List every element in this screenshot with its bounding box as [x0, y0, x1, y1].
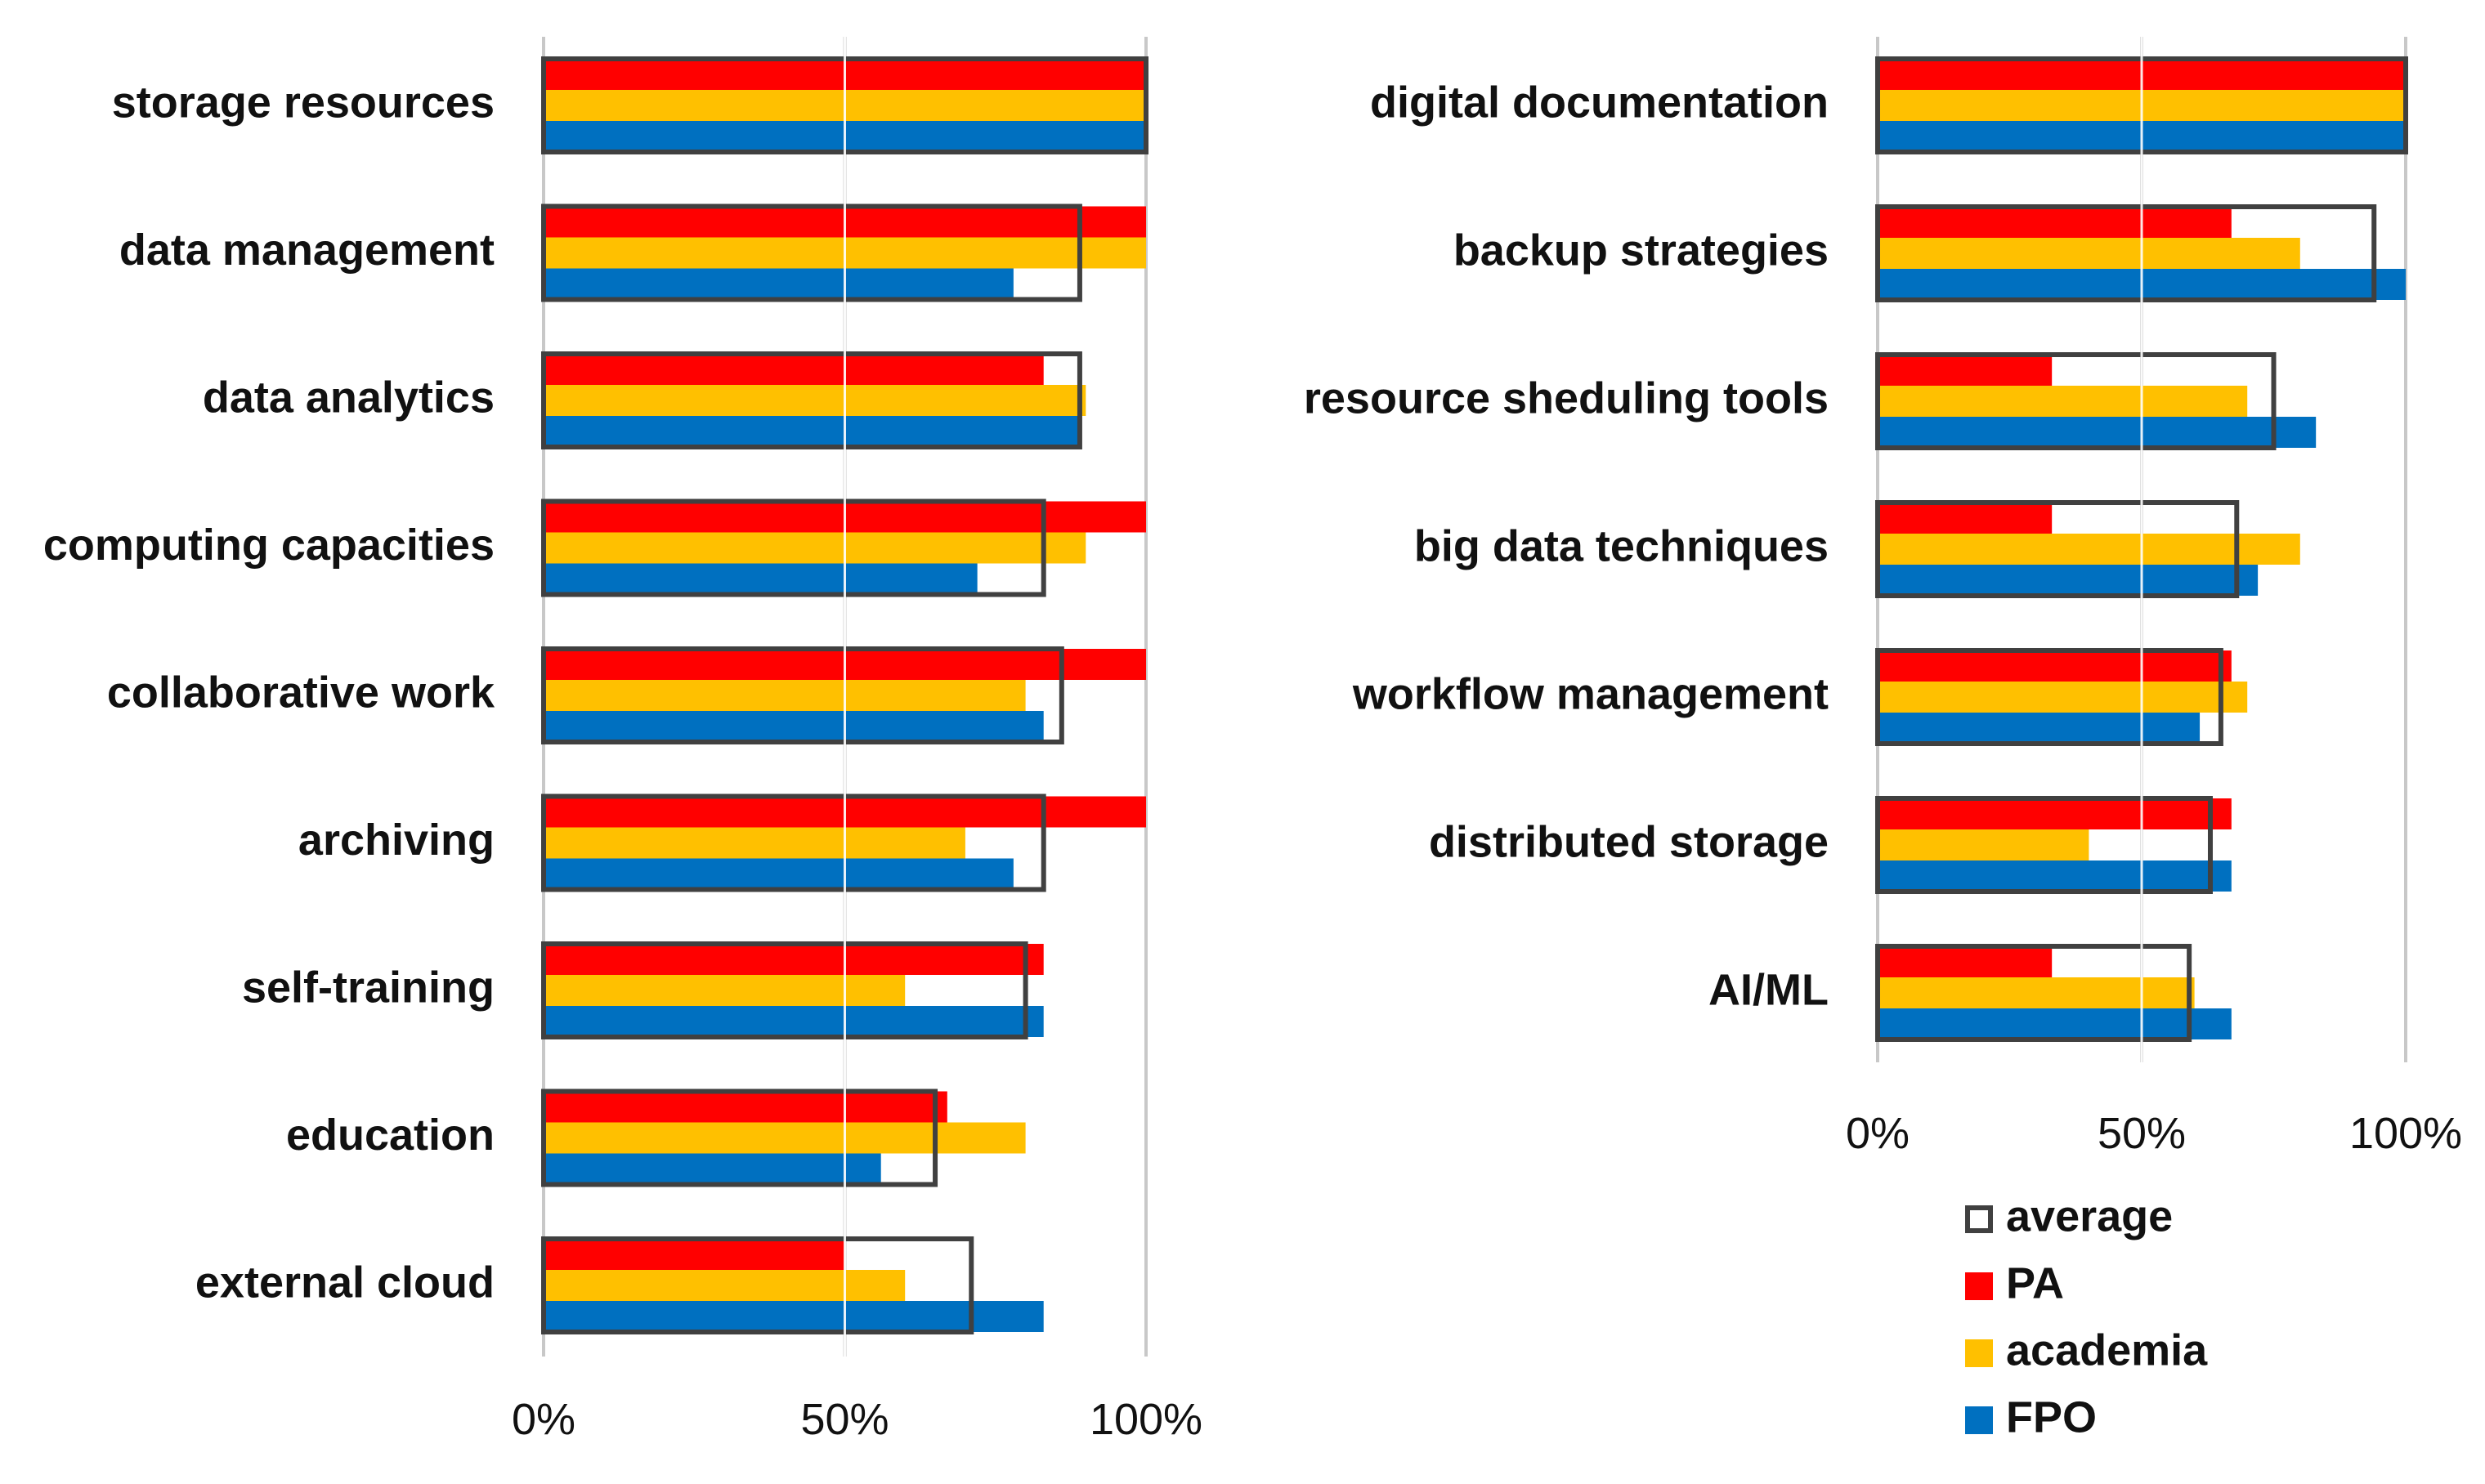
bar-academia-archiving [544, 827, 965, 859]
bar-fpo-big-data-techniques [1878, 565, 2259, 596]
bar-fpo-external-cloud [544, 1301, 1044, 1332]
bar-academia-resource-sheduling-tools [1878, 386, 2248, 417]
bar-average-big-data-techniques [1875, 500, 2240, 598]
bar-pa-education [544, 1091, 947, 1123]
bar-average-self-training [541, 941, 1028, 1039]
bar-fpo-resource-sheduling-tools [1878, 417, 2317, 448]
bar-average-external-cloud [541, 1236, 974, 1334]
category-label: digital documentation [1370, 78, 1829, 127]
legend-label-fpo: FPO [2006, 1392, 2097, 1442]
bar-academia-computing-capacities [544, 532, 1086, 564]
bar-fpo-self-training [544, 1006, 1044, 1037]
bar-academia-self-training [544, 975, 906, 1006]
bar-academia-data-analytics [544, 385, 1086, 416]
legend-swatch-average [1965, 1205, 1993, 1233]
x-tick-labels: 0% 50% 100% [1846, 1109, 2462, 1158]
x-tick-labels: 0% 50% 100% [512, 1395, 1202, 1444]
bar-academia-big-data-techniques [1878, 534, 2300, 565]
bar-fpo-data-management [544, 268, 1014, 300]
bar-fpo-data-analytics [544, 416, 1080, 447]
bar-pa-external-cloud [544, 1239, 845, 1270]
bar-average-backup-strategies [1875, 204, 2377, 302]
bar-average-computing-capacities [541, 498, 1046, 597]
average-outlines [541, 56, 1148, 1334]
bar-academia-ai-ml [1878, 977, 2195, 1008]
category-label: computing capacities [43, 521, 495, 570]
bar-academia-workflow-management [1878, 682, 2248, 713]
category-label: collaborative work [107, 668, 495, 717]
bar-pa-distributed-storage [1878, 798, 2232, 829]
category-label: big data techniques [1414, 521, 1829, 570]
bar-average-data-analytics [541, 351, 1082, 449]
bar-fpo-education [544, 1153, 881, 1185]
bar-pa-workflow-management [1878, 650, 2232, 682]
category-label: external cloud [195, 1258, 495, 1307]
category-label: data analytics [203, 373, 495, 422]
bar-pa-resource-sheduling-tools [1878, 355, 2053, 386]
left-chart-panel: storage resources data management data ana… [43, 37, 1202, 1444]
x-tick-label: 50% [800, 1395, 889, 1444]
bar-average-workflow-management [1875, 648, 2223, 746]
bar-academia-collaborative-work [544, 680, 1026, 711]
x-tick-label: 100% [2349, 1109, 2462, 1158]
bar-average-archiving [541, 793, 1046, 892]
category-labels: digital documentation backup strategies re… [1304, 78, 1829, 1014]
legend-label-average: average [2006, 1191, 2173, 1240]
bar-fpo-workflow-management [1878, 713, 2201, 744]
legend-label-academia: academia [2006, 1325, 2208, 1374]
bar-average-collaborative-work [541, 646, 1064, 744]
bar-academia-education [544, 1122, 1026, 1154]
bar-pa-self-training [544, 944, 1044, 975]
category-label: backup strategies [1453, 226, 1829, 275]
bar-fpo-collaborative-work [544, 711, 1044, 742]
bar-fpo-computing-capacities [544, 563, 978, 595]
bar-fpo-archiving [544, 858, 1014, 890]
legend-swatch-pa [1965, 1272, 1993, 1300]
bar-academia-distributed-storage [1878, 829, 2089, 860]
right-chart-panel: digital documentation backup strategies re… [1304, 37, 2462, 1158]
category-label: AI/ML [1708, 965, 1829, 1014]
legend-swatch-academia [1965, 1339, 1993, 1367]
x-tick-label: 100% [1090, 1395, 1202, 1444]
x-tick-label: 0% [512, 1395, 575, 1444]
bar-average-ai-ml [1875, 944, 2192, 1042]
x-tick-label: 50% [2098, 1109, 2186, 1158]
category-label: distributed storage [1429, 817, 1829, 866]
bar-fpo-ai-ml [1878, 1008, 2232, 1039]
legend-swatch-fpo [1965, 1406, 1993, 1434]
category-labels: storage resources data management data ana… [43, 78, 495, 1307]
bar-average-resource-sheduling-tools [1875, 352, 2277, 450]
category-label: education [286, 1111, 495, 1160]
chart-legend: average PA academia FPO [1965, 1191, 2208, 1442]
bars [1878, 59, 2406, 1039]
category-label: data management [119, 226, 495, 275]
bar-average-distributed-storage [1875, 796, 2213, 894]
category-label: resource sheduling tools [1304, 373, 1829, 422]
bar-pa-data-analytics [544, 354, 1044, 385]
category-label: storage resources [112, 78, 495, 127]
category-label: archiving [298, 816, 495, 865]
category-label: self-training [242, 963, 495, 1012]
bar-academia-external-cloud [544, 1270, 906, 1301]
bar-pa-backup-strategies [1878, 207, 2232, 238]
bar-average-education [541, 1088, 938, 1187]
bar-pa-big-data-techniques [1878, 503, 2053, 534]
legend-label-pa: PA [2006, 1258, 2064, 1307]
bar-average-data-management [541, 203, 1082, 302]
category-label: workflow management [1352, 669, 1829, 718]
bar-pa-ai-ml [1878, 946, 2053, 977]
x-tick-label: 0% [1846, 1109, 1910, 1158]
bar-fpo-distributed-storage [1878, 860, 2232, 892]
bar-academia-backup-strategies [1878, 238, 2300, 269]
